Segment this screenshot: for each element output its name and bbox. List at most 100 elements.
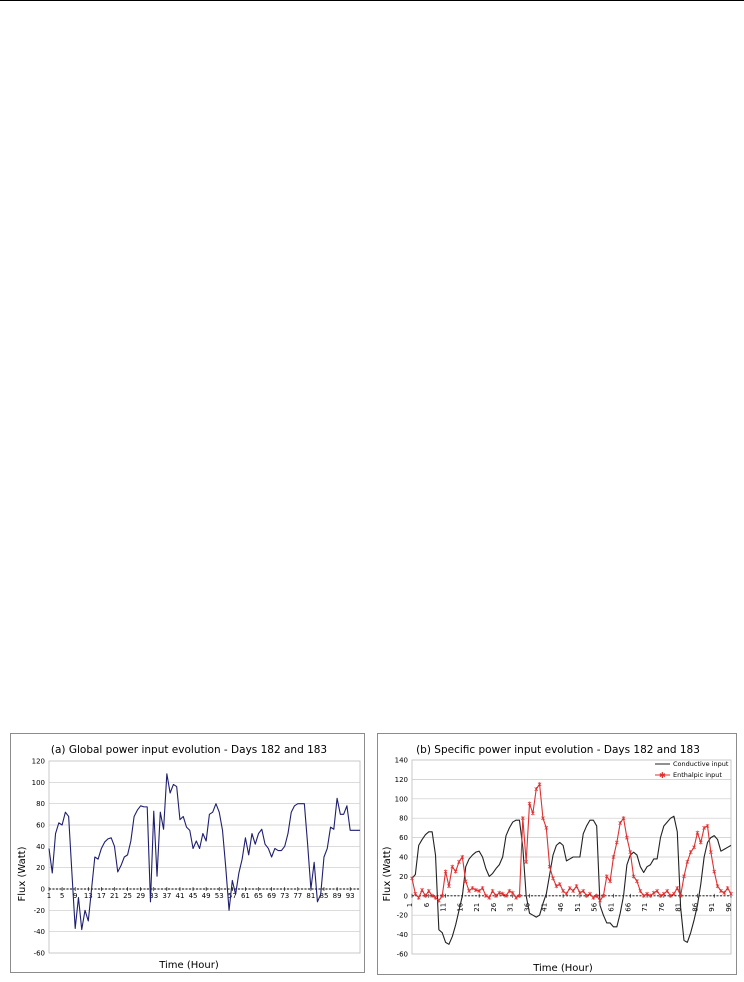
x-tick-label: 86 — [691, 902, 699, 911]
series-point — [410, 876, 414, 881]
series-point — [715, 884, 720, 889]
chart-a-svg: (a) Global power input evolution - Days … — [17, 744, 361, 971]
series-point — [682, 874, 686, 879]
x-tick-label: 66 — [624, 902, 632, 911]
series-point — [614, 840, 619, 845]
series-point — [625, 835, 629, 840]
series-point — [655, 888, 659, 894]
series-point — [698, 840, 703, 845]
x-tick-label: 17 — [97, 892, 106, 900]
series-point — [490, 888, 495, 894]
series-point — [638, 888, 643, 894]
series-point — [635, 879, 639, 884]
x-tick-label: 33 — [149, 892, 158, 900]
series-point — [631, 874, 636, 879]
series-point — [480, 885, 485, 891]
series-point — [453, 869, 458, 874]
x-tick-label: 11 — [440, 903, 448, 912]
series-point — [648, 893, 653, 898]
series-point — [430, 893, 434, 898]
series-point — [672, 891, 676, 896]
series-point — [426, 888, 431, 894]
x-tick-label: 25 — [123, 892, 132, 900]
y-tick-label: 20 — [36, 864, 45, 872]
series-point — [487, 895, 492, 900]
chart-a-yticks: -60 -40 -20 0 20 40 60 80 100 120 — [32, 758, 45, 958]
series-point — [705, 823, 710, 829]
series-point — [497, 890, 502, 895]
y-tick-label: 120 — [395, 776, 408, 784]
series-point — [507, 888, 512, 894]
series-point — [645, 891, 649, 896]
chart-b-legend: Conductive input ✱ Enthalpic input — [655, 760, 729, 780]
x-tick-label: 77 — [293, 892, 302, 900]
series-point — [584, 893, 589, 898]
x-tick-label: 96 — [725, 902, 733, 911]
x-tick-label: 13 — [84, 892, 93, 900]
y-tick-label: 60 — [36, 822, 45, 830]
series-point — [618, 820, 623, 826]
series-point — [457, 859, 461, 864]
chart-b-yticks: -60 -40 -20 0 20 40 60 80 100 120 140 — [395, 757, 408, 959]
series-point — [440, 893, 445, 898]
series-point — [544, 825, 549, 830]
y-tick-label: 40 — [399, 854, 408, 862]
x-tick-label: 49 — [202, 892, 211, 900]
y-tick-label: 80 — [36, 800, 45, 808]
y-tick-label: 40 — [36, 843, 45, 851]
series-point — [621, 816, 626, 821]
chart-b-svg: (b) Specific power input evolution - Day… — [382, 744, 733, 974]
series-point — [477, 888, 482, 894]
y-tick-label: 0 — [404, 892, 408, 900]
x-tick-label: 37 — [162, 892, 171, 900]
x-tick-label: 16 — [456, 902, 464, 911]
y-tick-label: -20 — [34, 907, 45, 915]
series-point — [433, 895, 438, 900]
series-point — [604, 874, 609, 879]
series-point — [692, 845, 696, 850]
series-point — [416, 895, 421, 900]
y-tick-label: 100 — [32, 779, 45, 787]
series-point — [725, 885, 730, 891]
y-tick-label: -40 — [397, 931, 408, 939]
series-point — [554, 884, 559, 889]
series-point — [729, 891, 733, 896]
series-point — [557, 882, 562, 887]
series-point — [527, 801, 532, 806]
x-tick-label: 21 — [110, 892, 119, 900]
x-tick-label: 89 — [333, 892, 342, 900]
chart-a-title: (a) Global power input evolution - Days … — [51, 744, 327, 756]
chart-b-ylabel: Flux (Watt) — [382, 846, 393, 901]
y-tick-label: -40 — [34, 928, 45, 936]
series-point — [561, 888, 565, 894]
series-point — [547, 864, 552, 869]
series-point — [719, 888, 723, 894]
y-tick-label: 0 — [41, 886, 45, 894]
y-tick-label: 120 — [32, 758, 45, 766]
series-point — [567, 885, 572, 891]
series-point — [678, 893, 683, 898]
series-point — [510, 890, 515, 895]
x-tick-label: 65 — [254, 892, 263, 900]
chart-b-xlabel: Time (Hour) — [532, 963, 593, 974]
series-point — [688, 850, 693, 855]
series-point — [695, 830, 700, 835]
x-tick-label: 46 — [557, 902, 565, 911]
series-point — [537, 782, 542, 787]
y-tick-label: -60 — [397, 951, 408, 959]
y-tick-label: 80 — [399, 815, 408, 823]
series-point — [460, 854, 465, 860]
y-tick-label: 140 — [395, 757, 408, 765]
series-point — [494, 893, 498, 898]
x-tick-label: 91 — [708, 903, 716, 912]
x-tick-label: 61 — [241, 892, 250, 900]
x-tick-label: 81 — [306, 892, 315, 900]
series-point — [668, 893, 673, 898]
series-point — [702, 825, 706, 830]
x-tick-label: 21 — [473, 903, 481, 912]
series-point — [641, 893, 646, 898]
series-point — [473, 887, 478, 893]
chart-b-xticks: 1 6 11 16 21 26 31 36 41 46 51 56 61 66 71 76 81 86 91 96 — [406, 893, 733, 912]
x-tick-label: 1 — [406, 903, 414, 907]
x-tick-label: 61 — [607, 903, 615, 912]
